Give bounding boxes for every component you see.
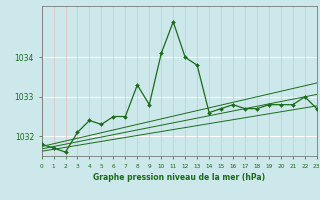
X-axis label: Graphe pression niveau de la mer (hPa): Graphe pression niveau de la mer (hPa) xyxy=(93,173,265,182)
